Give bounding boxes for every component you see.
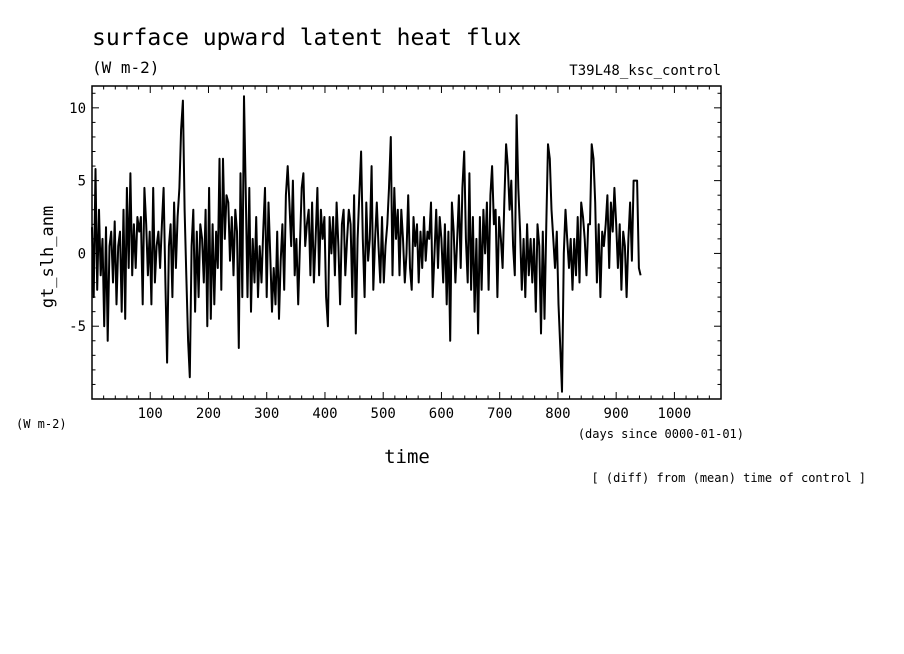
y-tick-label: 0 [78, 246, 86, 262]
x-tick-label: 900 [604, 406, 629, 422]
x-tick-label: 200 [196, 406, 221, 422]
x-tick-label: 800 [545, 406, 570, 422]
experiment-label: T39L48_ksc_control [569, 63, 721, 79]
series-line [91, 95, 642, 393]
chart-title: surface upward latent heat flux [92, 25, 521, 51]
y-tick-label: 5 [78, 174, 86, 190]
x-tick-labels: 100 200 300 400 500 600 700 800 900 1000 [138, 406, 692, 422]
axis-ticks [92, 86, 721, 399]
y-tick-label: -5 [69, 319, 86, 335]
x-tick-label: 100 [138, 406, 163, 422]
y-axis-units: (W m-2) [16, 417, 67, 431]
x-tick-label: 500 [371, 406, 396, 422]
chart-units: (W m-2) [92, 58, 159, 77]
y-tick-labels: 10 5 0 -5 [69, 101, 86, 335]
x-tick-label: 400 [312, 406, 337, 422]
x-tick-label: 300 [254, 406, 279, 422]
x-axis-units: (days since 0000-01-01) [578, 427, 744, 441]
x-tick-label: 600 [429, 406, 454, 422]
diff-note: [ (diff) from (mean) time of control ] [591, 471, 866, 485]
x-tick-label: 1000 [658, 406, 692, 422]
x-tick-label: 700 [487, 406, 512, 422]
y-axis-label: gt_slh_anm [38, 206, 58, 308]
y-tick-label: 10 [69, 101, 86, 117]
x-axis-label: time [384, 446, 430, 468]
